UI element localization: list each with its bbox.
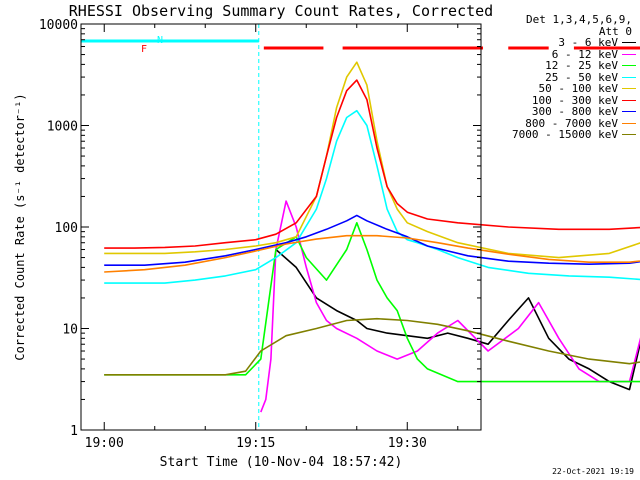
series-line bbox=[104, 79, 640, 249]
series-line bbox=[104, 109, 640, 284]
series-line bbox=[275, 248, 640, 391]
legend-entry-label: 3 - 6 keV bbox=[558, 36, 618, 49]
annotation-bars bbox=[81, 39, 640, 50]
legend-entry: 100 - 300 keV bbox=[478, 93, 636, 107]
legend-header-line-2: Att 0 bbox=[598, 24, 632, 38]
x-tick-label: 19:00 bbox=[85, 436, 124, 451]
legend-swatch bbox=[622, 88, 636, 90]
legend-swatch bbox=[622, 65, 636, 67]
legend-entry: 3 - 6 keV bbox=[478, 37, 636, 49]
legend-header-line-1: Det 1,3,4,5,6,9, bbox=[526, 13, 632, 26]
y-tick-label: 10 bbox=[62, 323, 78, 338]
y-axis-label: Corrected Count Rate (s⁻¹ detector⁻¹) bbox=[13, 93, 27, 360]
legend-swatch bbox=[622, 42, 636, 44]
legend-swatch bbox=[622, 111, 636, 113]
legend-entry-label: 800 - 7000 keV bbox=[525, 116, 618, 130]
series-line bbox=[104, 61, 640, 259]
legend-entry: 7000 - 15000 keV bbox=[478, 129, 636, 141]
legend-swatch bbox=[622, 134, 636, 136]
legend-entry: 12 - 25 keV bbox=[478, 60, 636, 72]
series-line bbox=[104, 222, 640, 383]
y-tick-label: 1000 bbox=[47, 120, 78, 135]
legend-entry: 6 - 12 keV bbox=[478, 47, 636, 61]
legend: Det 1,3,4,5,6,9, Att 0 3 - 6 keV 6 - 12 k… bbox=[478, 14, 636, 141]
legend-entry-label: 12 - 25 keV bbox=[545, 59, 618, 72]
y-axis: 1 10 100 1000 10000 bbox=[39, 18, 481, 439]
legend-entry-label: 7000 - 15000 keV bbox=[512, 128, 618, 141]
x-axis-label: Start Time (10-Nov-04 18:57:42) bbox=[160, 455, 403, 470]
legend-swatch bbox=[622, 53, 636, 55]
legend-entry: 50 - 100 keV bbox=[478, 83, 636, 95]
legend-entry-label: 6 - 12 keV bbox=[551, 47, 618, 61]
y-tick-label: 1 bbox=[70, 424, 78, 439]
legend-entry-label: 100 - 300 keV bbox=[531, 93, 618, 107]
legend-entries: 3 - 6 keV 6 - 12 keV 12 - 25 keV 25 - 50 ke… bbox=[478, 37, 636, 141]
legend-swatch bbox=[622, 122, 636, 124]
legend-entry-label: 50 - 100 keV bbox=[538, 82, 618, 95]
legend-entry-label: 25 - 50 keV bbox=[545, 70, 618, 84]
series-line bbox=[104, 317, 640, 376]
x-tick-label: 19:30 bbox=[388, 436, 427, 451]
legend-swatch bbox=[622, 99, 636, 101]
legend-entry: 300 - 800 keV bbox=[478, 106, 636, 118]
series-lines bbox=[104, 61, 640, 413]
bar-label-n: N bbox=[157, 35, 163, 46]
bar-label-f: F bbox=[141, 44, 147, 55]
legend-entry: 800 - 7000 keV bbox=[478, 116, 636, 130]
series-line bbox=[104, 214, 640, 266]
legend-swatch bbox=[622, 76, 636, 78]
legend-entry-label: 300 - 800 keV bbox=[531, 105, 618, 118]
x-tick-label: 19:15 bbox=[236, 436, 275, 451]
legend-entry: 25 - 50 keV bbox=[478, 70, 636, 84]
series-line bbox=[260, 200, 640, 413]
y-tick-label: 10000 bbox=[39, 18, 78, 33]
series-line bbox=[104, 234, 640, 273]
chart-title: RHESSI Observing Summary Count Rates, Co… bbox=[69, 2, 493, 20]
footer-timestamp: 22-Oct-2021 19:19 bbox=[552, 467, 634, 476]
y-tick-label: 100 bbox=[55, 221, 78, 236]
x-axis: 19:00 19:15 19:30 bbox=[85, 24, 459, 451]
